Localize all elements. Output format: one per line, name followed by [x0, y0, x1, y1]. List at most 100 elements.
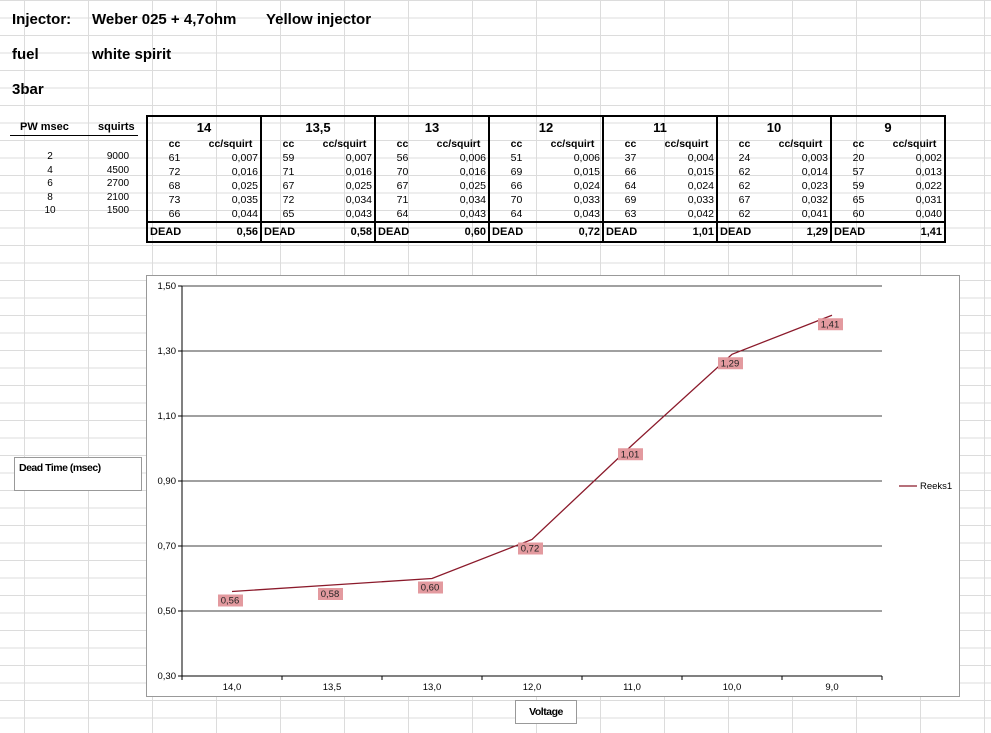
cc-cell: 65 — [830, 193, 885, 207]
pw-column-header: PW msec — [20, 121, 69, 133]
voltage-header: 13,5 — [260, 115, 376, 137]
squirts-value: 2700 — [106, 178, 130, 189]
chart-area[interactable]: 0,30 0,50 0,70 0,90 1,10 1,30 1,50 14,0 13,5 13,0… — [146, 275, 960, 697]
cc-cell: 59 — [260, 151, 315, 165]
cc-cell: 62 — [716, 207, 771, 222]
pw-value: 2 — [47, 151, 53, 162]
cc-cell: 66 — [602, 165, 657, 179]
cc-per-squirt-cell: 0,034 — [429, 193, 490, 207]
data-label: 0,56 — [221, 596, 240, 607]
dead-label: DEAD — [602, 221, 657, 243]
voltage-header: 11 — [602, 115, 718, 137]
cc-per-squirt-cell: 0,043 — [543, 207, 604, 222]
y-tick-label: 1,30 — [158, 346, 177, 357]
y-tick-label: 1,50 — [158, 281, 177, 292]
dead-label: DEAD — [374, 221, 429, 243]
chart-title: Dead Time (msec) — [14, 457, 142, 491]
voltage-header: 14 — [146, 115, 262, 137]
dead-label: DEAD — [830, 221, 885, 243]
cc-per-squirt-cell: 0,006 — [429, 151, 490, 165]
x-tick-label: 14,0 — [223, 682, 242, 693]
cc-cell: 69 — [602, 193, 657, 207]
cc-per-squirt-cell: 0,007 — [315, 151, 376, 165]
cc-cell: 56 — [374, 151, 429, 165]
squirts-column-header: squirts — [98, 121, 135, 133]
cc-per-squirt-cell: 0,033 — [543, 193, 604, 207]
cc-column-header: cc — [488, 137, 543, 151]
squirts-value: 9000 — [106, 151, 130, 162]
cc-per-squirt-column-header: cc/squirt — [201, 137, 262, 151]
dead-time-value: 1,01 — [657, 221, 718, 243]
cc-cell: 67 — [374, 179, 429, 193]
cc-cell: 64 — [488, 207, 543, 222]
injector-note: Yellow injector — [266, 11, 372, 28]
cc-cell: 60 — [830, 207, 885, 222]
cc-per-squirt-cell: 0,016 — [315, 165, 376, 179]
dead-label: DEAD — [716, 221, 771, 243]
cc-cell: 20 — [830, 151, 885, 165]
cc-cell: 64 — [374, 207, 429, 222]
pw-header-underline — [10, 135, 138, 136]
cc-per-squirt-cell: 0,041 — [771, 207, 832, 222]
fuel-value: white spirit — [92, 46, 172, 63]
cc-cell: 71 — [374, 193, 429, 207]
dead-label: DEAD — [146, 221, 201, 243]
cc-per-squirt-cell: 0,024 — [543, 179, 604, 193]
y-tick-label: 0,30 — [158, 671, 177, 682]
pw-value: 6 — [47, 178, 53, 189]
cc-cell: 66 — [488, 179, 543, 193]
pw-value: 10 — [44, 205, 56, 216]
cc-per-squirt-cell: 0,006 — [543, 151, 604, 165]
x-axis-title: Voltage — [515, 700, 577, 724]
cc-cell: 37 — [602, 151, 657, 165]
cc-cell: 71 — [260, 165, 315, 179]
fuel-label: fuel — [12, 46, 39, 63]
cc-cell: 70 — [488, 193, 543, 207]
cc-cell: 57 — [830, 165, 885, 179]
pw-value: 4 — [47, 164, 53, 176]
data-label-background — [818, 318, 843, 331]
data-label: 0,60 — [421, 583, 440, 594]
cc-per-squirt-column-header: cc/squirt — [657, 137, 718, 151]
cc-per-squirt-cell: 0,004 — [657, 151, 718, 165]
cc-per-squirt-cell: 0,016 — [201, 165, 262, 179]
x-tick-label: 9,0 — [825, 682, 838, 693]
voltage-header: 13 — [374, 115, 490, 137]
cc-cell: 73 — [146, 193, 201, 207]
y-tick-label: 1,10 — [158, 411, 177, 422]
cc-per-squirt-cell: 0,042 — [657, 207, 718, 222]
dead-time-value: 1,29 — [771, 221, 832, 243]
squirts-value: 4500 — [106, 164, 130, 176]
cc-per-squirt-cell: 0,034 — [315, 193, 376, 207]
cc-per-squirt-cell: 0,015 — [543, 165, 604, 179]
dead-time-value: 0,58 — [315, 221, 376, 243]
cc-column-header: cc — [146, 137, 201, 151]
dead-label: DEAD — [488, 221, 543, 243]
data-label: 1,41 — [821, 319, 840, 330]
squirts-value: 1500 — [106, 205, 130, 216]
cc-per-squirt-cell: 0,016 — [429, 165, 490, 179]
cc-cell: 67 — [716, 193, 771, 207]
cc-cell: 62 — [716, 165, 771, 179]
cc-per-squirt-cell: 0,025 — [429, 179, 490, 193]
pressure-value: 3bar — [12, 81, 44, 98]
cc-per-squirt-cell: 0,024 — [657, 179, 718, 193]
data-label-background — [218, 594, 243, 607]
data-label-background — [618, 448, 643, 461]
cc-cell: 62 — [716, 179, 771, 193]
voltage-header: 12 — [488, 115, 604, 137]
x-tick-label: 11,0 — [623, 682, 641, 693]
dead-time-value: 0,60 — [429, 221, 490, 243]
cc-cell: 63 — [602, 207, 657, 222]
injector-label: Injector: — [12, 11, 72, 28]
cc-per-squirt-cell: 0,023 — [771, 179, 832, 193]
cc-cell: 72 — [146, 165, 201, 179]
cc-cell: 68 — [146, 179, 201, 193]
cc-per-squirt-column-header: cc/squirt — [771, 137, 832, 151]
y-tick-label: 0,50 — [158, 606, 177, 617]
cc-per-squirt-cell: 0,007 — [201, 151, 262, 165]
data-label-background — [418, 581, 443, 594]
x-tick-label: 12,0 — [523, 682, 542, 693]
cc-per-squirt-cell: 0,031 — [885, 193, 946, 207]
data-label-background — [318, 588, 343, 600]
